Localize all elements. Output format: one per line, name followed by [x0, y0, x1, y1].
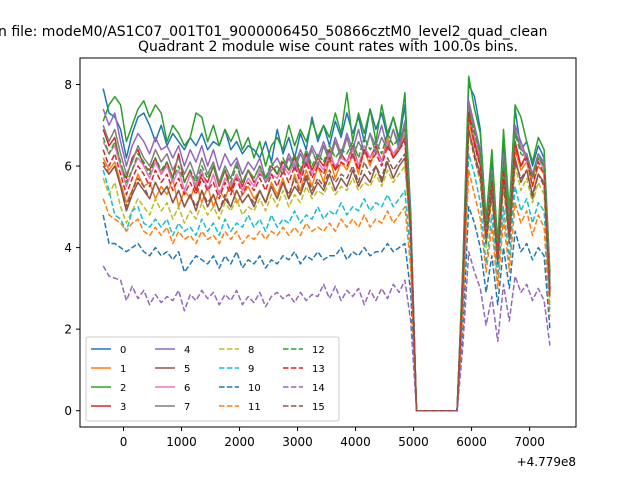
- chart-title: Quadrant 2 module wise count rates with …: [138, 39, 518, 55]
- x-tick-label: 2000: [224, 435, 255, 449]
- legend-label-12: 12: [312, 345, 325, 356]
- legend-label-11: 11: [248, 402, 261, 413]
- y-tick-label: 2: [64, 323, 72, 337]
- legend-frame: [85, 336, 340, 422]
- series-line-4: [102, 100, 551, 412]
- legend-label-14: 14: [312, 383, 325, 394]
- y-tick-label: 6: [64, 160, 72, 174]
- series-line-14: [102, 250, 551, 412]
- x-offset-label: +4.779e8: [517, 455, 576, 469]
- x-axis: 0 1000 2000 3000 4000 5000 6000 7000: [120, 427, 545, 449]
- x-tick-label: 4000: [340, 435, 371, 449]
- series-line-8: [102, 132, 551, 412]
- series-line-10: [102, 206, 551, 412]
- y-axis: 0 2 4 6 8: [64, 78, 80, 418]
- x-tick-label: 6000: [456, 435, 487, 449]
- x-tick-label: 1000: [166, 435, 197, 449]
- x-tick-label: 5000: [398, 435, 429, 449]
- axes-frame: [79, 57, 577, 428]
- x-tick-label: 3000: [282, 435, 313, 449]
- legend-label-1: 1: [120, 364, 126, 375]
- series-line-6: [102, 116, 551, 412]
- legend-label-13: 13: [312, 364, 325, 375]
- x-tick-label: 7000: [514, 435, 545, 449]
- legend-label-10: 10: [248, 383, 261, 394]
- legend-label-15: 15: [312, 402, 325, 413]
- legend-label-2: 2: [120, 383, 126, 394]
- series-line-0: [102, 83, 551, 412]
- series-line-2: [102, 75, 551, 412]
- legend-label-6: 6: [184, 383, 190, 394]
- figure-suptitle: n file: modeM0/AS1C07_001T01_9000006450_…: [0, 24, 547, 40]
- legend-label-9: 9: [248, 364, 254, 375]
- series-line-1: [102, 120, 551, 412]
- series-line-13: [102, 112, 551, 412]
- series-line-12: [102, 112, 551, 412]
- x-tick-label: 0: [120, 435, 128, 449]
- series-line-3: [102, 108, 551, 412]
- legend-label-8: 8: [248, 345, 254, 356]
- series-line-11: [102, 169, 551, 412]
- y-tick-label: 8: [64, 78, 72, 92]
- legend-label-5: 5: [184, 364, 190, 375]
- series-line-15: [102, 128, 551, 412]
- legend-label-0: 0: [120, 345, 126, 356]
- series-layer: [102, 75, 551, 412]
- y-tick-label: 0: [64, 404, 72, 418]
- legend-label-3: 3: [120, 402, 126, 413]
- legend-label-4: 4: [184, 345, 190, 356]
- series-line-9: [102, 153, 551, 412]
- y-tick-label: 4: [64, 241, 72, 255]
- legend-label-7: 7: [184, 402, 190, 413]
